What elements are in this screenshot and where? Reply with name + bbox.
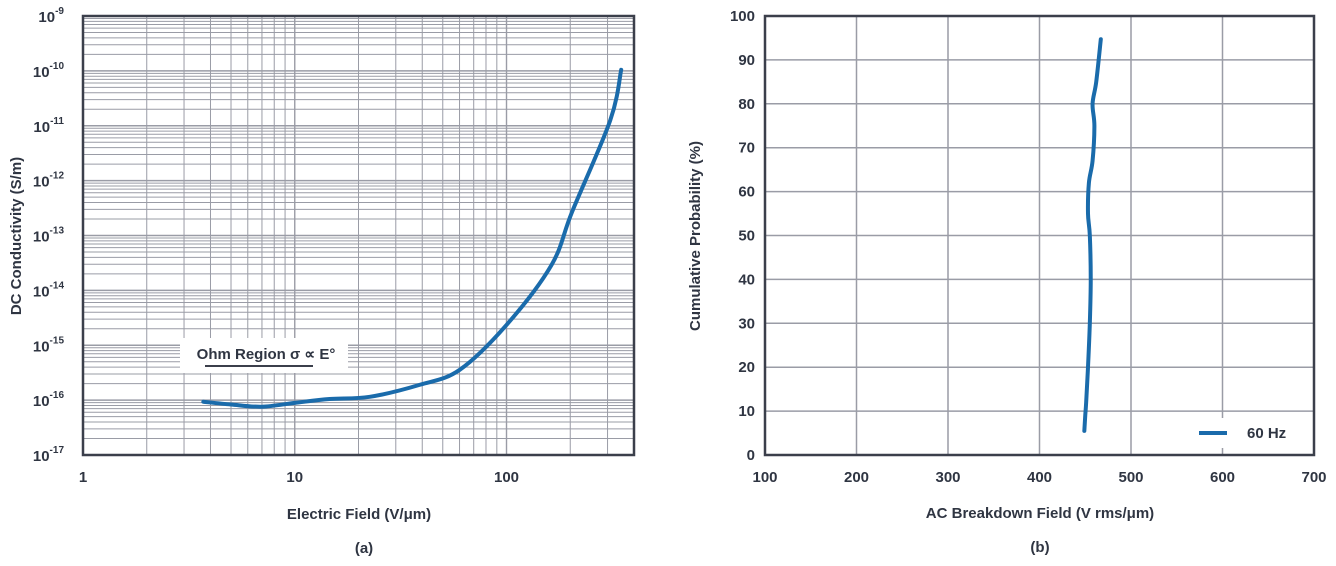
y-tick-exponent: -11 [50,116,64,127]
y-tick-exponent: -9 [55,6,64,17]
x-tick-label: 300 [935,469,960,486]
y-tick-label: 10-9 [38,6,64,26]
y-tick-exponent: -17 [50,445,65,456]
x-axis-label: AC Breakdown Field (V rms/μm) [926,505,1154,522]
y-tick-label: 40 [738,271,755,288]
y-axis-label: Cumulative Probability (%) [687,141,704,331]
y-tick-base: 10 [33,174,50,191]
y-tick-label: 10-14 [33,280,65,300]
y-tick-exponent: -10 [50,61,65,72]
x-tick-label: 200 [844,469,869,486]
y-tick-exponent: -16 [50,390,65,401]
y-tick-label: 10-17 [33,445,65,465]
y-tick-label: 10-13 [33,226,65,246]
chart-b: 0 10 20 30 40 50 60 70 80 90 100 100 200 300 400 500 600… [687,8,1327,556]
y-tick-label: 10-16 [33,390,65,410]
plot-frame [763,14,1316,457]
x-tick-label: 700 [1301,469,1326,486]
y-tick-label: 50 [738,228,755,245]
y-tick-label: 30 [738,315,755,332]
y-tick-base: 10 [33,229,50,246]
y-tick-label: 10-12 [33,171,65,191]
y-axis-label: DC Conductivity (S/m) [8,157,25,315]
plot-frame [81,14,636,457]
breakdown-curve [1082,37,1103,433]
y-tick-label: 10 [738,403,755,420]
y-tick-exponent: -13 [50,226,65,237]
x-tick-label: 400 [1027,469,1052,486]
chart-a: 10-910-1010-1110-1210-1310-1410-1510-161… [8,6,636,557]
y-tick-base: 10 [38,9,55,26]
x-axis-label: Electric Field (V/μm) [287,506,431,523]
ohm-region-annotation: Ohm Region σ ∝ E° [197,346,336,363]
legend: 60 Hz [1190,418,1308,448]
y-tick-label: 60 [738,184,755,201]
y-tick-label: 0 [747,447,755,464]
caption-a: (a) [355,540,373,557]
x-tick-label: 100 [494,469,519,486]
y-tick-label: 70 [738,140,755,157]
y-tick-base: 10 [33,448,50,465]
y-tick-label: 10-10 [33,61,65,81]
y-tick-label: 100 [730,8,755,25]
conductivity-curve [201,67,624,409]
y-tick-base: 10 [33,338,50,355]
y-tick-label: 80 [738,96,755,113]
y-tick-label: 90 [738,52,755,69]
legend-label: 60 Hz [1247,425,1286,442]
y-tick-exponent: -14 [50,280,65,291]
y-tick-label: 20 [738,359,755,376]
x-tick-label: 500 [1118,469,1143,486]
y-tick-exponent: -12 [50,171,65,182]
y-tick-label: 10-15 [33,335,65,355]
x-tick-label: 1 [79,469,87,486]
y-tick-base: 10 [33,64,50,81]
x-tick-label: 100 [752,469,777,486]
annotation-background [180,338,348,373]
y-tick-exponent: -15 [50,335,65,346]
y-tick-base: 10 [33,119,50,136]
y-tick-base: 10 [33,393,50,410]
x-tick-label: 600 [1210,469,1235,486]
y-tick-label: 10-11 [33,116,64,136]
caption-b: (b) [1030,539,1049,556]
y-tick-base: 10 [33,283,50,300]
x-tick-label: 10 [286,469,303,486]
